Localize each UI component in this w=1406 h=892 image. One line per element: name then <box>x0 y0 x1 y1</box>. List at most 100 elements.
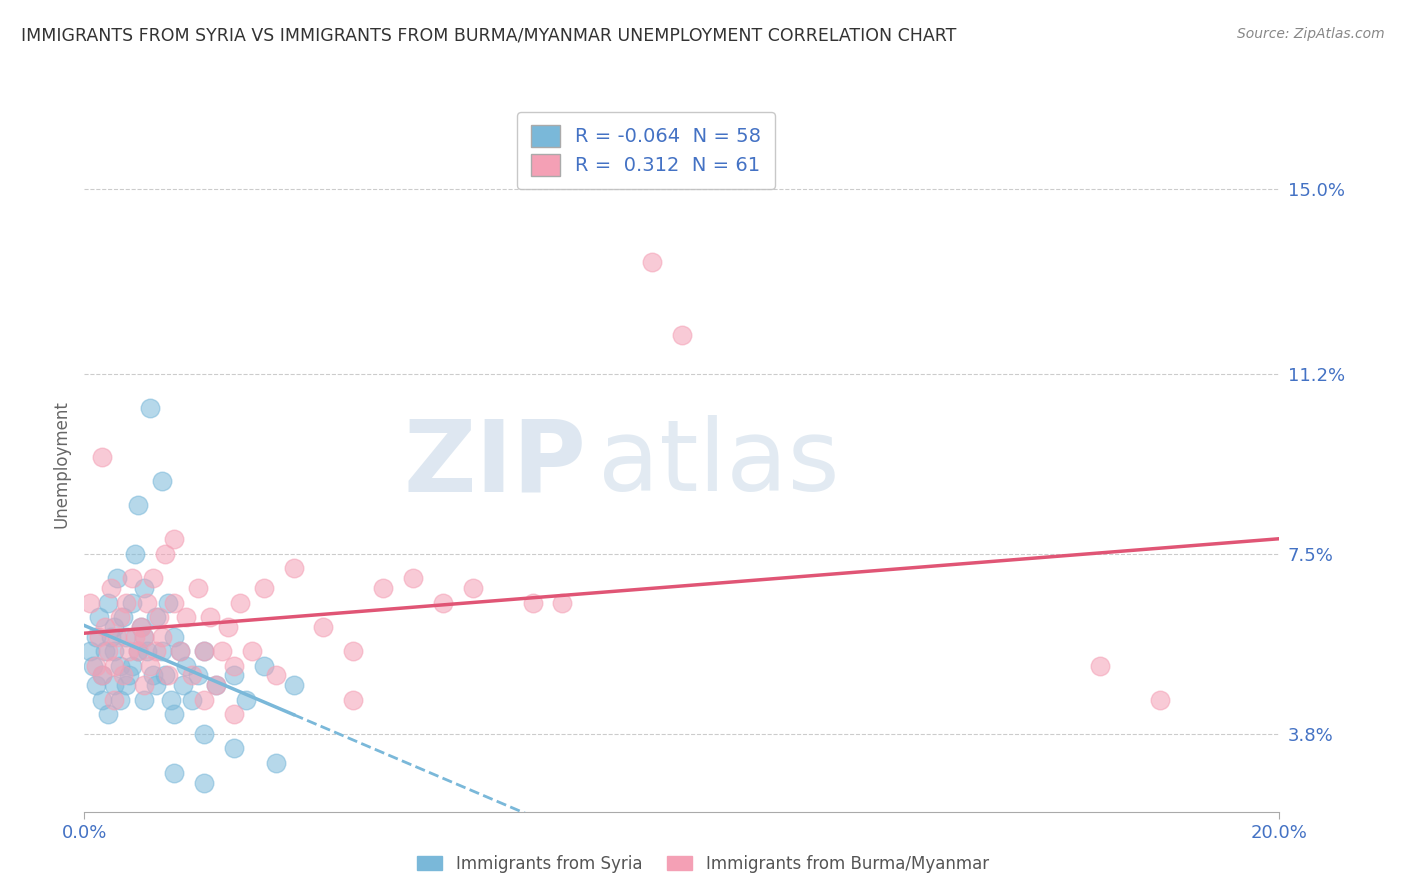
Point <box>89 610 111 624</box>
Point <box>551 595 574 609</box>
Point <box>110 658 132 673</box>
Point <box>91 693 114 707</box>
Point <box>103 644 125 658</box>
Point <box>139 658 162 673</box>
Point <box>641 255 664 269</box>
Point <box>193 775 215 789</box>
Point <box>1149 693 1171 707</box>
Point <box>264 756 287 770</box>
Point <box>671 327 693 342</box>
Text: ZIP: ZIP <box>404 416 586 512</box>
Point <box>136 644 159 658</box>
Point <box>160 693 183 707</box>
Point <box>163 533 186 547</box>
Point <box>110 610 132 624</box>
Point <box>240 644 263 658</box>
Point <box>132 581 156 595</box>
Point <box>163 765 186 780</box>
Point <box>110 693 132 707</box>
Point <box>461 581 484 595</box>
Point <box>115 678 138 692</box>
Point <box>89 630 111 644</box>
Point <box>86 678 108 692</box>
Point <box>150 630 173 644</box>
Point <box>132 678 156 692</box>
Point <box>100 581 122 595</box>
Point <box>432 595 454 609</box>
Point <box>253 581 276 595</box>
Point <box>193 644 215 658</box>
Point <box>86 658 108 673</box>
Point <box>142 668 165 682</box>
Point <box>103 620 125 634</box>
Point <box>150 644 173 658</box>
Point <box>264 668 287 682</box>
Point <box>132 630 156 644</box>
Point <box>86 630 108 644</box>
Point <box>91 450 114 464</box>
Point <box>157 595 180 609</box>
Point <box>124 547 146 561</box>
Point <box>373 581 395 595</box>
Point <box>150 474 173 488</box>
Point <box>91 668 114 682</box>
Point <box>94 644 117 658</box>
Point <box>97 644 120 658</box>
Point <box>112 610 135 624</box>
Point <box>79 595 101 609</box>
Point <box>222 741 245 756</box>
Point <box>112 668 135 682</box>
Point <box>118 668 141 682</box>
Point <box>100 630 122 644</box>
Point <box>136 595 159 609</box>
Point <box>198 610 221 624</box>
Legend: Immigrants from Syria, Immigrants from Burma/Myanmar: Immigrants from Syria, Immigrants from B… <box>411 848 995 880</box>
Point <box>174 658 197 673</box>
Point <box>124 630 146 644</box>
Text: Source: ZipAtlas.com: Source: ZipAtlas.com <box>1237 27 1385 41</box>
Point <box>103 693 125 707</box>
Point <box>193 644 215 658</box>
Point <box>153 668 176 682</box>
Point <box>1090 658 1112 673</box>
Point <box>222 707 245 722</box>
Point <box>97 595 120 609</box>
Point <box>522 595 544 609</box>
Point <box>139 401 162 415</box>
Point <box>91 668 114 682</box>
Point <box>229 595 252 609</box>
Point <box>222 668 245 682</box>
Point <box>211 644 233 658</box>
Point <box>187 581 209 595</box>
Point <box>129 620 152 634</box>
Point <box>217 620 239 634</box>
Point <box>235 693 257 707</box>
Point <box>118 644 141 658</box>
Point <box>145 678 167 692</box>
Point <box>163 630 186 644</box>
Point <box>79 644 101 658</box>
Point <box>402 571 425 585</box>
Point <box>163 595 186 609</box>
Y-axis label: Unemployment: Unemployment <box>52 400 70 528</box>
Point <box>121 571 143 585</box>
Point <box>148 610 170 624</box>
Point <box>222 658 245 673</box>
Legend: R = -0.064  N = 58, R =  0.312  N = 61: R = -0.064 N = 58, R = 0.312 N = 61 <box>517 112 775 189</box>
Point <box>342 693 364 707</box>
Point <box>121 658 143 673</box>
Point <box>82 658 104 673</box>
Point <box>115 630 138 644</box>
Point <box>115 595 138 609</box>
Point <box>132 630 156 644</box>
Point <box>127 644 149 658</box>
Point <box>105 630 128 644</box>
Point <box>157 668 180 682</box>
Point <box>169 644 191 658</box>
Point <box>205 678 228 692</box>
Point <box>193 693 215 707</box>
Point <box>181 693 204 707</box>
Text: atlas: atlas <box>599 416 839 512</box>
Point <box>283 678 305 692</box>
Point <box>187 668 209 682</box>
